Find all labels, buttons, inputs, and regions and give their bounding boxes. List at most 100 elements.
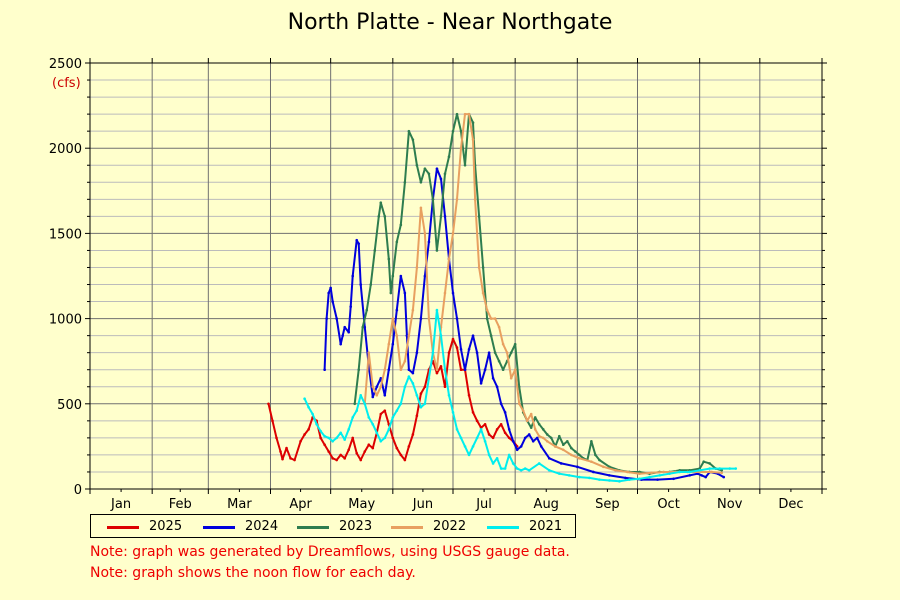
data-point-2024 — [479, 382, 483, 385]
data-point-2024 — [395, 308, 399, 312]
data-point-2023 — [509, 351, 513, 354]
data-point-2023 — [455, 112, 459, 116]
data-point-2024 — [399, 274, 403, 278]
data-point-2021 — [375, 431, 379, 435]
data-point-2025 — [323, 443, 326, 446]
data-point-2022 — [411, 308, 415, 312]
data-point-2025 — [403, 458, 407, 462]
data-point-2023 — [489, 334, 493, 337]
data-point-2024 — [443, 215, 447, 218]
data-point-2021 — [383, 436, 387, 440]
x-tick-label: Apr — [289, 497, 312, 512]
chart-title: North Platte - Near Northgate — [287, 10, 613, 35]
data-point-2025 — [285, 446, 288, 450]
data-point-2023 — [353, 402, 357, 406]
data-point-2023 — [463, 163, 467, 167]
data-point-2024 — [359, 283, 363, 286]
data-point-2021 — [515, 467, 519, 470]
data-point-2024 — [459, 347, 463, 351]
data-point-2021 — [327, 436, 330, 440]
data-point-2023 — [501, 368, 505, 372]
data-point-2022 — [387, 342, 391, 346]
data-point-2021 — [459, 436, 463, 440]
data-point-2023 — [407, 129, 411, 133]
data-point-2023 — [570, 446, 573, 450]
legend-swatch-2022 — [391, 526, 423, 529]
data-point-2021 — [427, 376, 431, 380]
data-point-2022 — [529, 412, 533, 416]
data-point-2025 — [319, 436, 322, 440]
data-point-2021 — [355, 409, 359, 412]
data-point-2023 — [459, 129, 463, 133]
data-point-2022 — [435, 368, 439, 372]
data-point-2024 — [379, 376, 383, 380]
x-tick-label: Sep — [595, 497, 620, 512]
data-point-2023 — [549, 436, 553, 440]
data-point-2021 — [431, 351, 435, 354]
data-point-2024 — [507, 428, 511, 431]
data-point-2022 — [395, 334, 399, 337]
data-point-2025 — [343, 457, 346, 460]
data-point-2024 — [339, 342, 342, 346]
data-point-2022 — [419, 206, 423, 210]
data-point-2023 — [708, 462, 711, 465]
data-point-2022 — [650, 471, 653, 475]
x-tick-label: Aug — [534, 497, 559, 512]
data-point-2024 — [608, 474, 611, 477]
data-point-2025 — [275, 436, 278, 440]
data-point-2023 — [497, 359, 501, 363]
data-point-2025 — [475, 419, 479, 423]
x-tick-label: Jun — [412, 497, 433, 512]
legend: 2025 2024 2023 2022 2021 — [90, 514, 576, 538]
data-point-2021 — [403, 385, 407, 389]
data-point-2023 — [439, 215, 443, 218]
data-point-2023 — [471, 121, 475, 124]
data-point-2021 — [588, 476, 591, 480]
data-point-2021 — [339, 431, 342, 435]
data-point-2022 — [493, 317, 497, 320]
data-point-2022 — [525, 419, 529, 423]
data-point-2021 — [527, 468, 531, 472]
data-point-2024 — [559, 462, 563, 465]
data-point-2021 — [503, 467, 507, 470]
data-point-2024 — [331, 300, 334, 303]
data-point-2022 — [415, 266, 419, 269]
data-point-2024 — [323, 368, 326, 372]
data-point-2024 — [355, 238, 359, 242]
data-point-2023 — [485, 317, 489, 320]
data-point-2024 — [495, 385, 499, 389]
data-point-2024 — [475, 351, 479, 354]
data-point-2024 — [391, 342, 395, 346]
data-point-2025 — [331, 457, 334, 460]
data-point-2025 — [503, 431, 507, 435]
data-point-2022 — [427, 317, 431, 320]
data-point-2025 — [419, 392, 423, 395]
data-point-2024 — [547, 457, 551, 460]
data-point-2025 — [271, 419, 274, 423]
data-point-2024 — [483, 368, 487, 372]
data-point-2021 — [343, 438, 346, 441]
data-point-2024 — [349, 305, 353, 308]
minor-gridlines — [90, 79, 822, 473]
data-point-2024 — [327, 291, 330, 295]
data-point-2024 — [335, 317, 338, 320]
data-point-2023 — [529, 426, 533, 429]
data-point-2021 — [648, 475, 651, 479]
y-tick-label: 1500 — [49, 227, 82, 242]
series-line-2023 — [353, 113, 722, 475]
data-point-2022 — [537, 434, 541, 438]
data-point-2022 — [501, 342, 505, 346]
data-point-2024 — [451, 291, 455, 295]
data-point-2024 — [463, 368, 467, 372]
data-point-2022 — [455, 198, 459, 201]
data-point-2021 — [379, 439, 383, 443]
data-point-2022 — [375, 393, 379, 397]
data-point-2025 — [359, 458, 363, 462]
data-point-2024 — [535, 436, 539, 440]
data-point-2022 — [626, 470, 629, 474]
data-point-2025 — [379, 412, 383, 416]
data-point-2022 — [590, 460, 593, 464]
data-point-2022 — [720, 471, 724, 475]
data-point-2024 — [427, 240, 431, 244]
data-point-2022 — [533, 428, 537, 431]
